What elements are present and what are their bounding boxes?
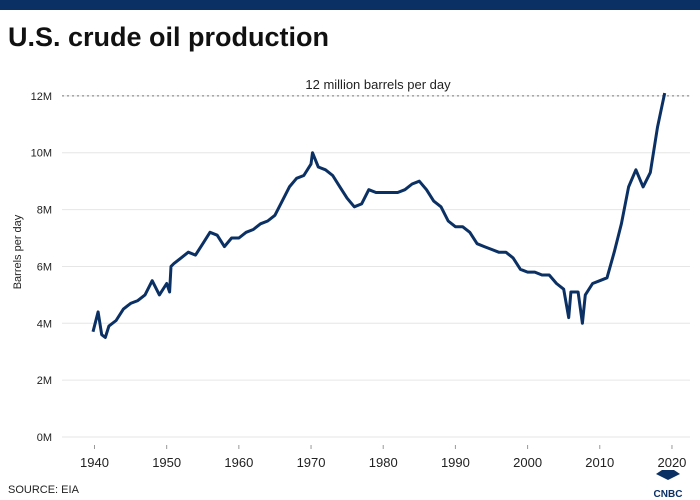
logo-icon — [656, 470, 680, 480]
x-tick-label: 2010 — [585, 455, 614, 470]
x-tick-label: 1990 — [441, 455, 470, 470]
source: SOURCE: EIA — [8, 484, 80, 496]
y-tick-label: 8M — [37, 205, 52, 217]
top-bar — [0, 0, 700, 10]
y-tick-label: 12M — [31, 91, 52, 103]
x-tick-label: 2020 — [657, 455, 686, 470]
x-tick-label: 1950 — [152, 455, 181, 470]
y-tick-label: 4M — [37, 318, 52, 330]
logo: CNBC — [654, 470, 683, 500]
y-tick-label: 0M — [37, 432, 52, 444]
x-tick-label: 1970 — [297, 455, 326, 470]
x-tick-label: 1980 — [369, 455, 398, 470]
y-tick-label: 6M — [37, 261, 52, 273]
x-tick-label: 2000 — [513, 455, 542, 470]
reference-label: 12 million barrels per day — [305, 77, 451, 92]
y-tick-label: 10M — [31, 148, 52, 160]
x-tick-label: 1940 — [80, 455, 109, 470]
line-series — [91, 92, 667, 339]
logo-text: CNBC — [654, 489, 683, 500]
y-axis-label: Barrels per day — [12, 214, 24, 289]
y-tick-label: 2M — [37, 375, 52, 387]
x-tick-label: 1960 — [224, 455, 253, 470]
chart-title: U.S. crude oil production — [8, 22, 329, 52]
